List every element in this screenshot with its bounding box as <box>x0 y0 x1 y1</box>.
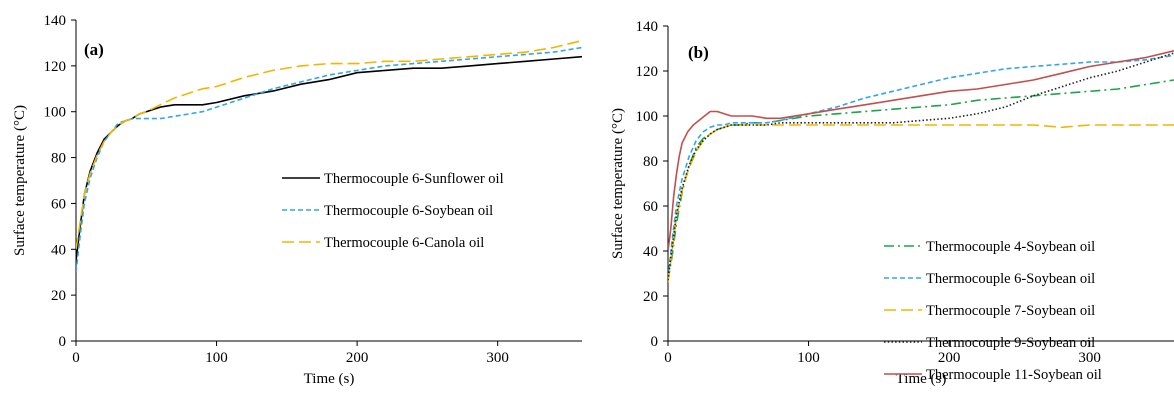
legend-label: Thermocouple 6-Soybean oil <box>324 203 493 219</box>
x-tick-label: 100 <box>205 350 228 366</box>
x-tick-label: 200 <box>938 350 961 366</box>
series-line <box>668 52 1174 281</box>
y-tick-label: 100 <box>636 109 659 125</box>
panel-label: (a) <box>84 40 104 59</box>
legend-label: Thermocouple 9-Soybean oil <box>926 335 1095 351</box>
legend-label: Thermocouple 4-Soybean oil <box>926 239 1095 255</box>
x-axis-label: Time (s) <box>896 371 947 387</box>
y-tick-label: 60 <box>51 196 66 212</box>
panel-a: 0 20 40 60 80 100 120 140 0 100 200 300 Time (s) Surf… <box>12 13 582 387</box>
legend: Thermocouple 4-Soybean oil Thermocouple 6… <box>884 239 1102 383</box>
panel-b: 0 20 40 60 80 100 120 140 0 100 200 300 Time (s) Surf… <box>610 19 1174 387</box>
legend-label: Thermocouple 6-Soybean oil <box>926 271 1095 287</box>
series-line <box>668 50 1174 252</box>
y-tick-label: 60 <box>643 199 658 215</box>
y-tick-label: 0 <box>59 334 67 350</box>
x-axis-label: Time (s) <box>304 371 355 387</box>
y-tick-label: 120 <box>44 59 67 75</box>
panel-label: (b) <box>688 43 709 62</box>
series-line <box>668 54 1174 279</box>
y-tick-label: 140 <box>44 13 67 29</box>
y-tick-label: 40 <box>643 244 658 260</box>
series-line <box>668 79 1174 281</box>
series-line <box>76 55 582 261</box>
x-tick-label: 300 <box>486 350 509 366</box>
y-tick-label: 100 <box>44 105 67 121</box>
series-line <box>668 124 1174 283</box>
x-tick-label: 200 <box>346 350 369 366</box>
legend-label: Thermocouple 6-Canola oil <box>324 235 484 251</box>
y-tick-label: 140 <box>636 19 659 35</box>
legend-label: Thermocouple 11-Soybean oil <box>926 367 1102 383</box>
y-tick-label: 120 <box>636 64 659 80</box>
series-line <box>76 39 582 250</box>
series-group <box>76 39 582 273</box>
legend-label: Thermocouple 7-Soybean oil <box>926 303 1095 319</box>
x-tick-label: 0 <box>664 350 672 366</box>
y-tick-label: 40 <box>51 242 66 258</box>
y-tick-label: 80 <box>643 154 658 170</box>
x-tick-label: 0 <box>72 350 80 366</box>
y-axis-label: Surface temperature (°C) <box>610 108 626 259</box>
legend-label: Thermocouple 6-Sunflower oil <box>324 171 504 187</box>
y-tick-label: 0 <box>651 334 659 350</box>
y-tick-label: 20 <box>643 289 658 305</box>
y-tick-label: 80 <box>51 151 66 167</box>
y-tick-label: 20 <box>51 288 66 304</box>
legend: Thermocouple 6-Sunflower oil Thermocouple… <box>282 171 504 251</box>
x-tick-label: 100 <box>797 350 820 366</box>
series-group <box>668 50 1174 283</box>
x-tick-label: 300 <box>1078 350 1101 366</box>
y-axis-label: Surface temperature (°C) <box>12 105 28 256</box>
